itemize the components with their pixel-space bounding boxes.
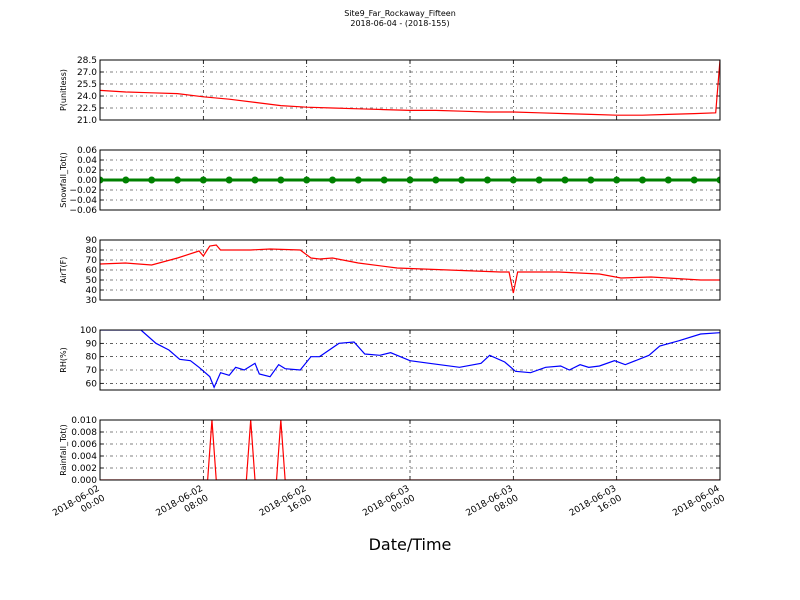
data-point (380, 176, 388, 184)
y-tick-label: −0.02 (69, 186, 97, 196)
y-tick-label: 70 (86, 256, 98, 266)
data-point (303, 176, 311, 184)
data-point (354, 176, 362, 184)
y-axis-label: RH(%) (59, 347, 68, 372)
y-tick-label: 21.0 (77, 116, 97, 126)
data-point (484, 176, 491, 184)
y-tick-label: 24.0 (77, 92, 97, 102)
series (100, 420, 720, 480)
data-point (406, 176, 414, 184)
y-tick-label: 40 (86, 286, 98, 296)
data-point (225, 176, 233, 184)
data-point (122, 176, 130, 184)
axes-frame (99, 149, 721, 211)
y-tick-label: 0.00 (77, 176, 97, 186)
data-point (716, 176, 720, 184)
series (100, 330, 720, 389)
y-tick-label: 0.04 (77, 156, 97, 166)
x-axis-label: Date/Time (369, 535, 452, 554)
y-tick-label: 30 (86, 296, 98, 306)
title: Site9_Far_Rockaway_Fifteen (344, 9, 456, 18)
y-tick-label: 80 (86, 246, 98, 256)
y-axis-label: Snowfall_Tot() (59, 152, 68, 208)
y-tick-label: 0.010 (71, 416, 97, 426)
y-tick-label: 80 (86, 353, 98, 363)
data-line (100, 330, 720, 389)
axes-frame (99, 419, 721, 481)
y-tick-label: 0.004 (71, 452, 97, 462)
data-point (199, 176, 207, 184)
data-point (639, 176, 646, 184)
data-point (561, 176, 569, 184)
data-line (100, 420, 720, 480)
y-tick-label: 0.002 (71, 464, 97, 474)
data-point (613, 176, 621, 184)
y-tick-label: −0.04 (69, 196, 97, 206)
axes-frame (99, 239, 721, 301)
y-tick-label: −0.06 (69, 206, 97, 216)
data-point (329, 176, 336, 184)
y-tick-label: 60 (86, 379, 98, 389)
data-point (251, 176, 259, 184)
y-tick-label: 100 (80, 326, 97, 336)
y-axis-label: AirT(F) (59, 257, 68, 284)
data-point (587, 176, 595, 184)
y-tick-label: 0.006 (71, 440, 97, 450)
y-tick-label: 22.5 (77, 104, 97, 114)
series (100, 244, 720, 294)
y-tick-label: 0.06 (77, 146, 97, 156)
data-point (432, 176, 440, 184)
y-tick-label: 0.000 (71, 476, 97, 486)
subtitle: 2018-06-04 - (2018-155) (350, 19, 449, 28)
data-point (664, 176, 672, 184)
data-point (100, 176, 104, 184)
data-line (100, 244, 720, 294)
y-tick-label: 90 (86, 236, 98, 246)
y-tick-label: 27.0 (77, 68, 97, 78)
data-point (277, 176, 285, 184)
y-axis-label: P(unitless) (59, 69, 68, 111)
data-point (690, 176, 698, 184)
y-tick-label: 90 (86, 339, 98, 349)
data-point (509, 176, 517, 184)
y-tick-label: 60 (86, 266, 98, 276)
axes-frame (99, 329, 721, 391)
y-tick-label: 0.02 (77, 166, 97, 176)
data-point (458, 176, 466, 184)
data-line (100, 60, 720, 116)
axes-frame (99, 59, 721, 121)
data-point (535, 176, 543, 184)
data-point (148, 176, 156, 184)
y-tick-label: 50 (86, 276, 98, 286)
y-tick-label: 25.5 (77, 80, 97, 90)
y-tick-label: 28.5 (77, 56, 97, 66)
y-axis-label: Rainfall_Tot() (59, 424, 68, 476)
data-point (174, 176, 181, 184)
series (100, 60, 720, 116)
y-tick-label: 70 (86, 366, 98, 376)
y-tick-label: 0.008 (71, 428, 97, 438)
series (100, 176, 720, 184)
